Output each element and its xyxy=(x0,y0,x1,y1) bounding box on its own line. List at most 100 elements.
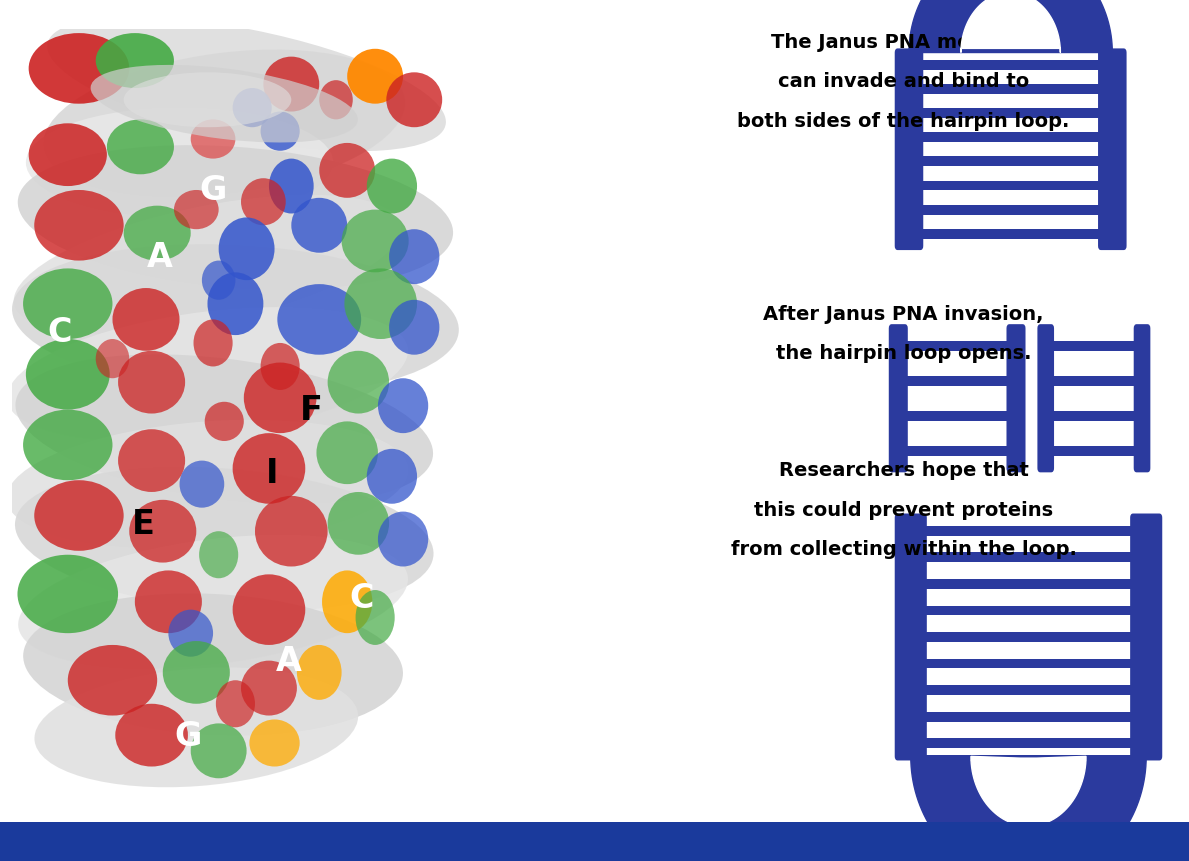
Ellipse shape xyxy=(23,269,113,339)
Ellipse shape xyxy=(199,531,238,579)
Ellipse shape xyxy=(366,159,417,214)
Ellipse shape xyxy=(163,641,229,704)
Ellipse shape xyxy=(34,480,124,551)
Ellipse shape xyxy=(134,571,202,634)
Ellipse shape xyxy=(341,210,409,273)
Bar xyxy=(924,526,1133,536)
Ellipse shape xyxy=(15,355,433,505)
Text: I: I xyxy=(265,456,278,489)
Ellipse shape xyxy=(328,492,389,555)
Text: A: A xyxy=(147,241,172,274)
Text: E: E xyxy=(132,507,155,540)
Ellipse shape xyxy=(190,121,235,159)
Text: from collecting within the loop.: from collecting within the loop. xyxy=(731,539,1076,559)
Ellipse shape xyxy=(174,191,219,230)
Text: F: F xyxy=(300,393,322,426)
Ellipse shape xyxy=(124,73,291,128)
Bar xyxy=(924,738,1133,748)
Ellipse shape xyxy=(233,574,306,645)
Ellipse shape xyxy=(345,269,417,339)
Ellipse shape xyxy=(12,245,459,395)
Ellipse shape xyxy=(241,179,285,226)
Ellipse shape xyxy=(207,273,264,336)
Ellipse shape xyxy=(316,422,378,485)
Ellipse shape xyxy=(29,124,107,187)
Ellipse shape xyxy=(180,461,225,508)
Ellipse shape xyxy=(34,191,124,261)
Ellipse shape xyxy=(244,363,316,434)
Ellipse shape xyxy=(366,449,417,505)
Bar xyxy=(924,553,1133,563)
Ellipse shape xyxy=(216,680,254,728)
Ellipse shape xyxy=(130,500,196,563)
Bar xyxy=(924,606,1133,616)
Ellipse shape xyxy=(319,144,376,199)
FancyBboxPatch shape xyxy=(1097,49,1126,251)
Ellipse shape xyxy=(124,207,190,261)
Ellipse shape xyxy=(169,610,213,657)
Text: C: C xyxy=(348,582,373,615)
Ellipse shape xyxy=(23,594,403,736)
FancyBboxPatch shape xyxy=(1037,325,1053,473)
Bar xyxy=(920,158,1101,167)
Ellipse shape xyxy=(18,146,453,290)
Bar xyxy=(905,412,1009,421)
Text: G: G xyxy=(175,719,202,752)
Ellipse shape xyxy=(18,536,408,669)
Ellipse shape xyxy=(48,18,446,152)
Ellipse shape xyxy=(254,496,328,567)
Bar xyxy=(1051,412,1137,421)
Ellipse shape xyxy=(26,339,109,410)
Ellipse shape xyxy=(118,430,185,492)
Ellipse shape xyxy=(356,591,395,645)
Ellipse shape xyxy=(205,402,244,442)
Ellipse shape xyxy=(233,434,306,505)
Ellipse shape xyxy=(43,51,405,198)
Bar xyxy=(920,182,1101,191)
Ellipse shape xyxy=(18,555,118,634)
Ellipse shape xyxy=(322,571,372,634)
Ellipse shape xyxy=(95,339,130,379)
Ellipse shape xyxy=(389,300,440,356)
Bar xyxy=(905,342,1009,351)
Ellipse shape xyxy=(277,285,361,356)
Ellipse shape xyxy=(378,379,428,434)
Ellipse shape xyxy=(202,261,235,300)
Ellipse shape xyxy=(241,661,297,715)
Ellipse shape xyxy=(115,704,188,766)
Text: A: A xyxy=(276,644,302,678)
Text: the hairpin loop opens.: the hairpin loop opens. xyxy=(776,344,1031,362)
Ellipse shape xyxy=(190,723,246,778)
Text: this could prevent proteins: this could prevent proteins xyxy=(754,500,1053,519)
Bar xyxy=(924,659,1133,669)
Bar xyxy=(1051,376,1137,387)
Ellipse shape xyxy=(233,89,272,128)
Ellipse shape xyxy=(118,351,185,414)
Bar xyxy=(920,133,1101,143)
Ellipse shape xyxy=(113,288,180,351)
Ellipse shape xyxy=(7,307,408,442)
Bar xyxy=(920,206,1101,215)
Text: Researchers hope that: Researchers hope that xyxy=(779,461,1028,480)
Ellipse shape xyxy=(297,645,341,700)
Ellipse shape xyxy=(29,34,130,104)
Ellipse shape xyxy=(90,65,358,143)
Ellipse shape xyxy=(269,159,314,214)
FancyBboxPatch shape xyxy=(895,49,923,251)
Bar xyxy=(1051,446,1137,456)
Text: both sides of the hairpin loop.: both sides of the hairpin loop. xyxy=(737,112,1070,131)
Ellipse shape xyxy=(107,121,174,175)
Ellipse shape xyxy=(378,512,428,567)
Bar xyxy=(905,446,1009,456)
Ellipse shape xyxy=(34,667,358,787)
Polygon shape xyxy=(961,0,1061,53)
Ellipse shape xyxy=(260,113,300,152)
Text: can invade and bind to: can invade and bind to xyxy=(778,72,1030,91)
Ellipse shape xyxy=(68,645,157,715)
Bar xyxy=(905,376,1009,387)
Bar xyxy=(920,108,1101,119)
Ellipse shape xyxy=(7,420,408,548)
Polygon shape xyxy=(908,0,1112,53)
Ellipse shape xyxy=(347,50,403,104)
Bar xyxy=(1051,342,1137,351)
